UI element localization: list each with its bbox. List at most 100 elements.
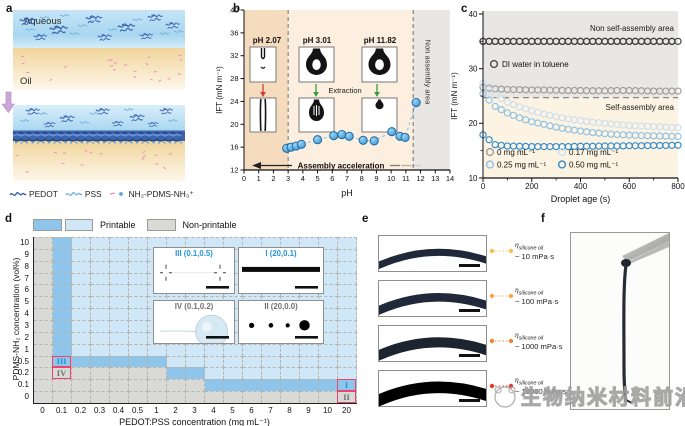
x-tick: 4 xyxy=(211,406,216,415)
grid-cell xyxy=(281,237,300,249)
inset-ph-3-label: pH 11.82 xyxy=(364,36,397,45)
grid-cell xyxy=(338,272,357,285)
assembled-interface-layer xyxy=(12,131,182,144)
line-image xyxy=(242,266,320,289)
grid-cell xyxy=(319,367,338,380)
grid-cell xyxy=(186,379,205,392)
grid-cell xyxy=(129,272,148,285)
grid-cell xyxy=(148,343,167,356)
grid-cell xyxy=(129,391,148,403)
grid-cell xyxy=(319,260,338,273)
grid-cell xyxy=(34,367,53,380)
grid-cell xyxy=(186,355,205,368)
eta-subscript: silicone oil xyxy=(518,380,544,387)
grid-cell xyxy=(300,355,319,368)
squiggle-icon xyxy=(9,192,27,196)
grid-cell xyxy=(186,391,205,403)
grid-cell xyxy=(319,331,338,344)
y-tick: 10 xyxy=(469,174,478,183)
grid-cell xyxy=(129,308,148,320)
grid-cell xyxy=(243,237,262,249)
grid-cell xyxy=(72,391,91,403)
tweezers-icon xyxy=(622,233,669,262)
grid-cell xyxy=(281,391,300,403)
grid-cell xyxy=(262,237,281,249)
grid-cell xyxy=(110,237,129,249)
grid-cell xyxy=(243,355,262,368)
inset-droplet: IV (0.1,0.2) xyxy=(153,300,235,348)
self-assembly-label: Self-assembly area xyxy=(606,103,675,112)
y-tick: 3 xyxy=(24,320,29,330)
y-tick: 28 xyxy=(230,74,238,83)
inset-label: IV (0.1,0.2) xyxy=(174,302,214,311)
filament-arc-image xyxy=(371,293,494,317)
legend-marker xyxy=(557,160,567,169)
grid-cell xyxy=(129,260,148,273)
y-tick: 2 xyxy=(24,332,29,342)
grid-cell xyxy=(72,355,91,368)
region-2 xyxy=(413,10,450,170)
grid-cell xyxy=(110,260,129,273)
grid-cell xyxy=(167,391,186,403)
grid-cell xyxy=(167,237,186,249)
grid-cell xyxy=(319,379,338,392)
inset-label: I (20,0.1) xyxy=(265,249,297,258)
grid-cell xyxy=(53,260,72,273)
grid-cell xyxy=(338,260,357,273)
grid-cell xyxy=(110,296,129,309)
grid-cell xyxy=(205,379,224,392)
grid-cell xyxy=(224,391,243,403)
grid-cell xyxy=(110,355,129,368)
grid-cell xyxy=(338,237,357,249)
panel-b-label: b xyxy=(233,3,241,15)
grid-cell xyxy=(110,379,129,392)
filament-photo-2 xyxy=(370,325,494,363)
x-tick: 2 xyxy=(271,174,275,183)
y-tick: 1 xyxy=(24,344,29,354)
grid-cell xyxy=(34,355,53,368)
x-tick: 6 xyxy=(330,174,334,183)
grid-cell xyxy=(53,343,72,356)
grid-cell xyxy=(281,343,300,356)
grid-cell xyxy=(205,343,224,356)
grid-cell xyxy=(148,237,167,249)
grid-cell xyxy=(243,379,262,392)
scale-bar xyxy=(459,264,480,267)
grid-cell xyxy=(72,379,91,392)
grid-cell xyxy=(300,343,319,356)
squiggle-icon xyxy=(65,192,83,196)
grid-cell xyxy=(148,391,167,403)
viscosity-label-2: ηsilicone oil ~ 1000 mPa·s xyxy=(515,330,595,352)
y-tick: 5 xyxy=(24,297,29,307)
x-tick: 0.3 xyxy=(93,406,106,415)
grid-cell xyxy=(167,367,186,380)
grid-cell xyxy=(319,248,338,261)
grid-cell xyxy=(338,367,357,380)
connector-dots xyxy=(489,338,514,344)
photo-frame xyxy=(570,232,670,410)
grid-cell xyxy=(110,272,129,285)
marker-II: II xyxy=(337,391,356,403)
inset-ph-1-label: pH 2.07 xyxy=(253,36,282,45)
grid-cell xyxy=(205,367,224,380)
grid-cell xyxy=(72,367,91,380)
x-tick: 0 xyxy=(40,406,45,415)
molecule-legend: PEDOT PSS NH₂-PDMS-NH₃⁺ xyxy=(9,189,194,199)
grid-cell xyxy=(129,319,148,332)
y-tick: 10 xyxy=(20,237,29,247)
series-3 xyxy=(479,90,682,141)
grid-cell xyxy=(205,237,224,249)
x-tick: 7 xyxy=(268,406,273,415)
y-tick: 8 xyxy=(24,261,29,271)
filament-viscosity-series: ηsilicone oil ~ 10 mPa·s ηsilicone oil ~ 10… xyxy=(355,210,685,426)
pdms-dashes-2 xyxy=(15,149,172,173)
grid-cell xyxy=(243,367,262,380)
x-tick: 12 xyxy=(416,174,424,183)
grid-cell xyxy=(72,296,91,309)
grid-cell xyxy=(72,248,91,261)
grid-cell xyxy=(91,367,110,380)
hanging-fiber xyxy=(622,264,628,403)
grid-cell xyxy=(91,284,110,297)
panel-f-label: f xyxy=(541,213,545,225)
